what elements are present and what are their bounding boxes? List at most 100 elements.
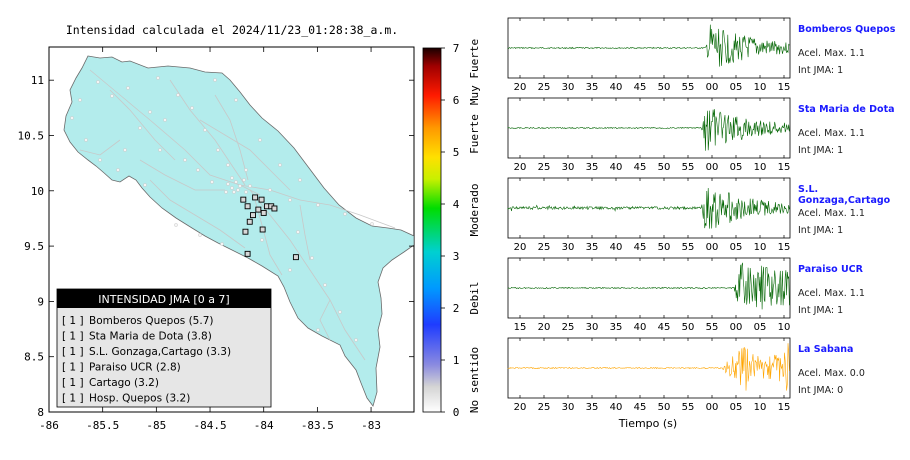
legend-station-label: Bomberos Quepos (5.7) (89, 315, 213, 327)
seismo-tick-label: 10 (754, 162, 767, 173)
seismo-tick-label: 05 (730, 82, 743, 93)
town-dot (248, 184, 252, 188)
legend-station-label: Paraiso UCR (2.8) (89, 362, 181, 374)
town-dot (224, 190, 228, 194)
station-marker (271, 205, 278, 212)
station-acceleration: Acel. Max. 0.0 (798, 368, 865, 379)
map-x-tick-label: -83.5 (301, 419, 334, 432)
seismogram-trace (507, 24, 790, 67)
seismo-tick-label: 05 (754, 322, 767, 333)
legend-level: [ 1 ] (62, 346, 84, 358)
town-dot (198, 233, 202, 237)
seismo-tick-label: 40 (610, 242, 623, 253)
road-line (79, 139, 121, 156)
legend-header-bg (57, 289, 271, 308)
station-name: Sta Maria de Dota (798, 104, 895, 115)
town-dot (203, 128, 207, 132)
seismo-tick-label: 05 (730, 242, 743, 253)
seismo-tick-label: 00 (706, 402, 719, 413)
seismo-tick-label: 50 (682, 322, 695, 333)
costa-rica-land (63, 55, 414, 407)
seismo-tick-label: 00 (706, 242, 719, 253)
seismo-tick-label: 40 (634, 322, 647, 333)
seismo-tick-label: 55 (682, 402, 695, 413)
map-x-tick-label: -86 (39, 419, 59, 432)
map-x-tick-label: -85.5 (86, 419, 119, 432)
station-acceleration: Acel. Max. 1.1 (798, 128, 865, 139)
town-dot (230, 186, 234, 190)
town-dot (343, 212, 347, 216)
seismo-tick-label: 05 (730, 402, 743, 413)
seismo-tick-label: 30 (562, 242, 575, 253)
town-dot (236, 188, 240, 192)
legend-station-label: Hosp. Quepos (3.2) (89, 393, 190, 405)
seismo-tick-label: 45 (634, 242, 647, 253)
town-dot (370, 222, 374, 226)
legend-level: [ 1 ] (62, 393, 84, 405)
road-network (79, 69, 396, 361)
colorbar-category-label: Fuerte (468, 114, 481, 154)
seismo-tick-label: 10 (754, 82, 767, 93)
seismogram-panel: 15 20 25 30 35 40 45 50 55 00 05 10 (507, 257, 791, 333)
seismo-tick-label: 00 (730, 322, 743, 333)
station-markers (240, 194, 299, 261)
seismo-tick-label: 50 (658, 242, 671, 253)
map-y-tick-label: 10 (31, 185, 44, 198)
colorbar-tick-label: 1 (453, 354, 460, 367)
road-line (109, 89, 176, 161)
seismo-tick-label: 20 (514, 242, 527, 253)
town-dot (148, 110, 152, 114)
seismo-tick-label: 55 (682, 82, 695, 93)
seismo-tick-label: 00 (706, 162, 719, 173)
town-dot (70, 116, 74, 120)
legend-level: [ 1 ] (62, 331, 84, 343)
legend-box (56, 288, 272, 408)
intensity-legend: INTENSIDAD JMA [0 a 7] [ 1 ] Bomberos Que… (56, 288, 272, 408)
colorbar-tick-label: 6 (453, 94, 460, 107)
seismo-tick-label: 40 (610, 162, 623, 173)
station-name: La Sabana (798, 344, 854, 355)
town-dot (156, 76, 160, 80)
road-line (149, 179, 246, 249)
seismo-tick-label: 20 (514, 82, 527, 93)
town-dot (234, 98, 238, 102)
seismo-tick-label: 55 (682, 242, 695, 253)
town-dot (116, 168, 120, 172)
legend-level: [ 1 ] (62, 315, 84, 327)
town-dot (232, 190, 236, 194)
seismo-tick-label: 20 (538, 322, 551, 333)
road-line (214, 94, 249, 181)
town-dot (296, 230, 300, 234)
road-line (199, 119, 291, 191)
town-dot (354, 338, 358, 342)
colorbar-tick-label: 3 (453, 250, 460, 263)
seismo-tick-label: 05 (730, 162, 743, 173)
road-line (169, 79, 246, 186)
station-marker (244, 250, 251, 257)
seismo-tick-label: 55 (682, 162, 695, 173)
town-dot (323, 283, 327, 287)
road-line (249, 189, 366, 361)
station-acceleration: Acel. Max. 1.1 (798, 288, 865, 299)
station-marker (244, 203, 251, 210)
seismo-tick-label: 00 (706, 82, 719, 93)
town-dot (338, 310, 342, 314)
seismo-x-label: Tiempo (s) (618, 417, 677, 430)
seismogram-trace (507, 343, 790, 391)
seismo-tick-label: 10 (778, 322, 791, 333)
town-dot (110, 94, 114, 98)
map-x-axis: -86 -85.5 -85 -84.5 -84 -83.5 -83 (39, 47, 381, 432)
seismo-tick-label: 50 (658, 402, 671, 413)
town-dot (183, 158, 187, 162)
station-marker (255, 206, 262, 213)
seismo-tick-label: 30 (562, 82, 575, 93)
station-intensity: Int JMA: 1 (798, 65, 844, 76)
town-dot (244, 190, 248, 194)
map-y-tick-label: 11 (31, 74, 44, 87)
road-line (319, 299, 331, 341)
seismogram-panel: 20 25 30 35 40 45 50 55 00 05 10 15 (507, 17, 791, 93)
station-marker (250, 212, 256, 219)
town-dot (288, 198, 292, 202)
road-line (139, 159, 225, 191)
